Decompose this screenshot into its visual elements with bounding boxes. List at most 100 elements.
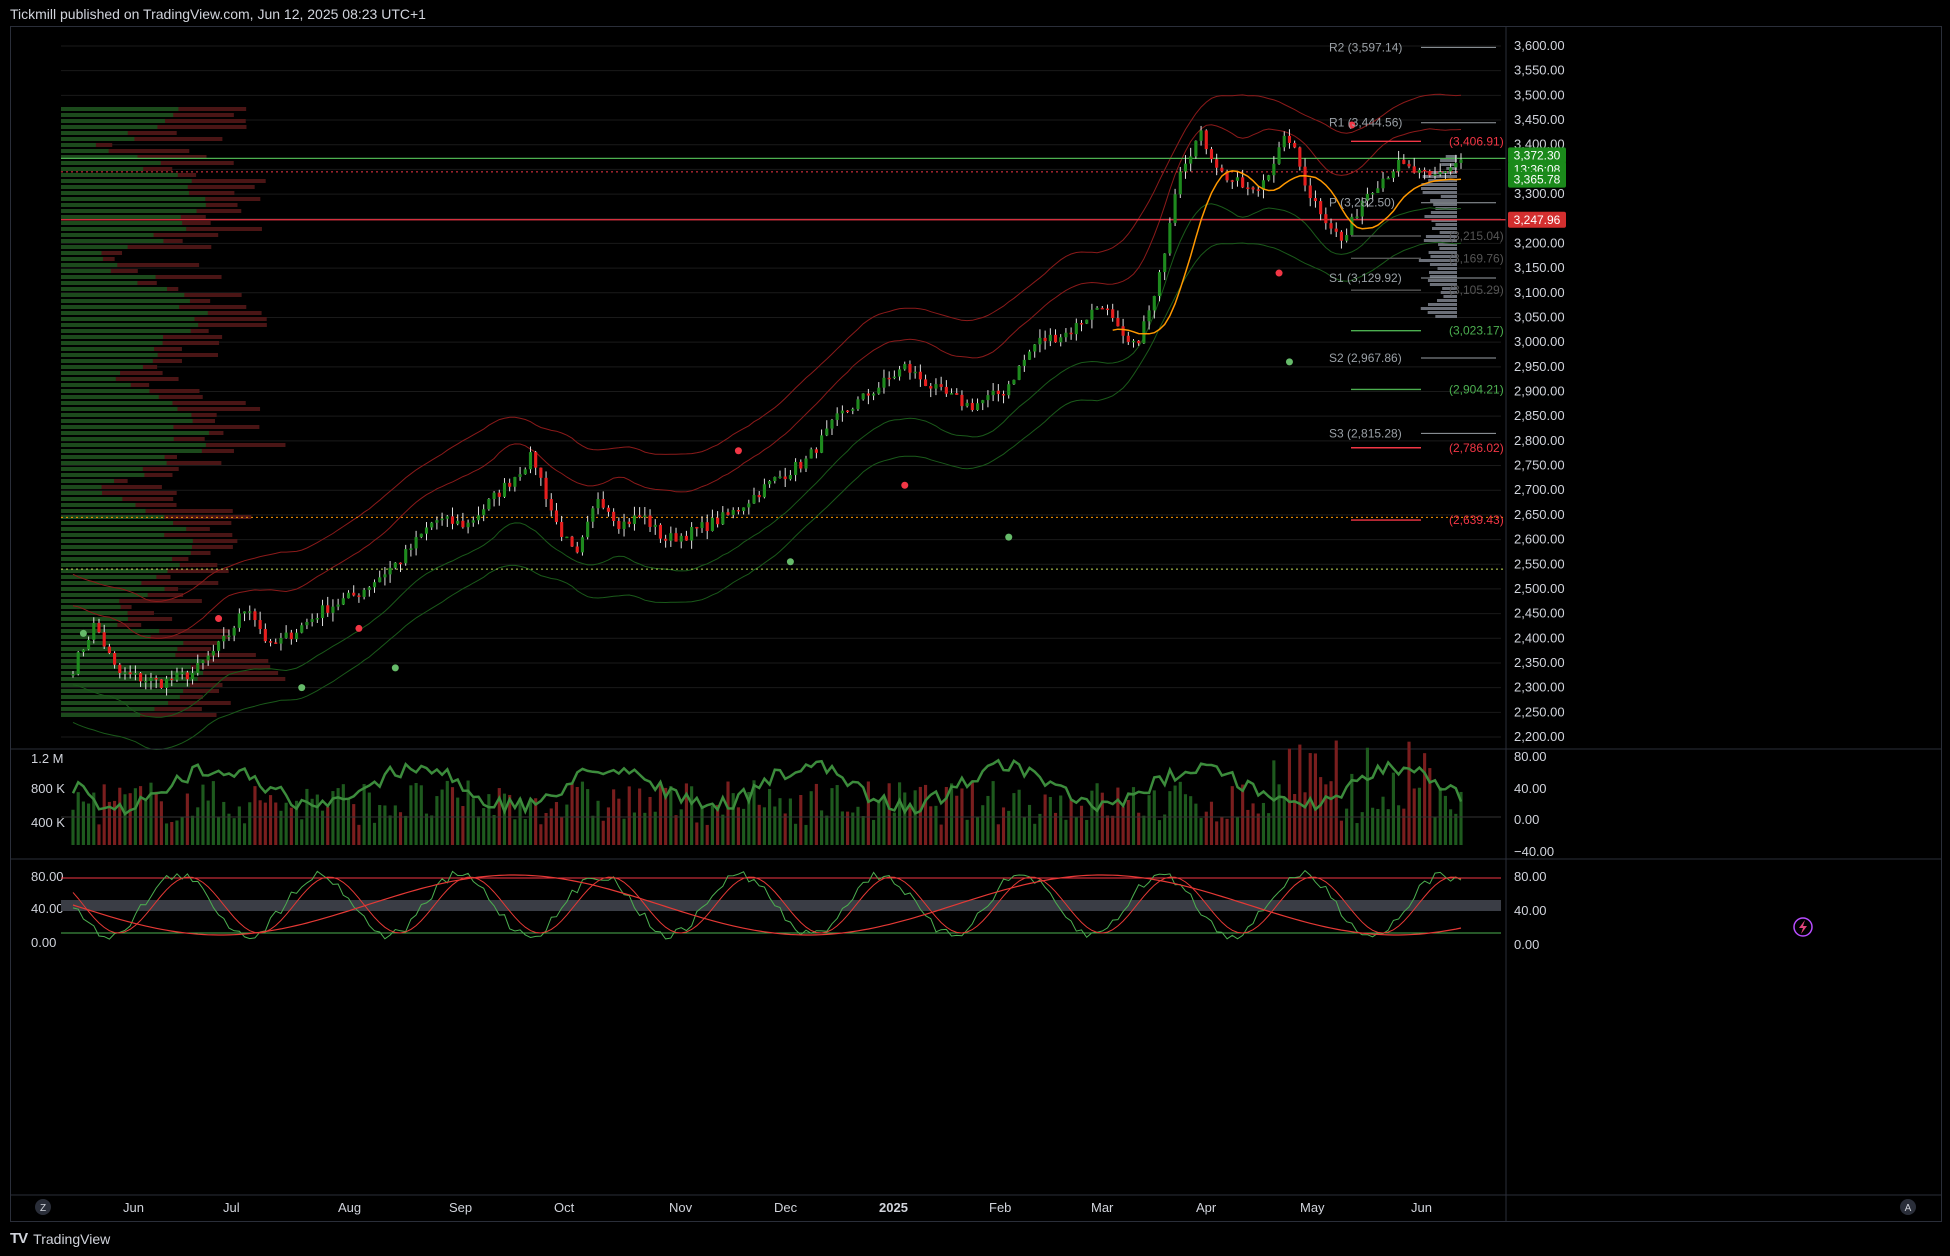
volume-bar [1069, 799, 1073, 845]
candle-body [232, 627, 236, 636]
volume-bar [1428, 768, 1432, 845]
volume-bar [975, 816, 980, 845]
volume-bar [939, 824, 943, 845]
candle-body [211, 650, 215, 656]
profile-bar-buy [61, 659, 205, 663]
volume-bar [1027, 804, 1032, 845]
volume-bar [211, 781, 215, 845]
volume-bar [1282, 797, 1286, 845]
profile-bar-buy [61, 389, 150, 393]
volume-bar [300, 819, 304, 845]
profile-bar-buy [61, 413, 192, 417]
volume-bar [820, 810, 824, 845]
volume-bar [523, 818, 527, 845]
volume-bar [1147, 795, 1151, 845]
profile-bar-buy [61, 107, 179, 111]
profile-bar-buy [61, 617, 128, 621]
chart-canvas[interactable]: R2 (3,597.14) R1 (3,444.56) P (3,282.50) S1… [11, 27, 1941, 1221]
volume-tick-label: 800 K [31, 781, 65, 796]
candle-body [346, 592, 351, 599]
profile-bar-buy [61, 293, 185, 297]
volume-bar [206, 800, 210, 845]
candle-body [1121, 326, 1125, 336]
profile-bar-buy [61, 359, 153, 363]
candle-body [341, 598, 345, 605]
auto-scale-button[interactable]: A [1900, 1199, 1916, 1215]
session-profile-bar [1423, 239, 1457, 242]
time-tick-label: Jul [223, 1200, 240, 1215]
price-tick-label: 2,350.00 [1514, 655, 1565, 670]
volume-bar [965, 819, 969, 845]
session-profile-bar [1428, 271, 1457, 274]
tradingview-logo-icon: TV [10, 1230, 28, 1247]
stochastic-pane[interactable]: 80.00 40.00 0.00 80.00 40.00 0.00 [31, 869, 1547, 952]
candle-body [76, 652, 80, 675]
volume-bar [653, 811, 657, 845]
candle-body [492, 492, 496, 500]
volume-bar [617, 798, 621, 845]
price-tick-label: 3,600.00 [1514, 38, 1565, 53]
candle-body [367, 587, 371, 590]
profile-bar-sell [61, 377, 179, 381]
candle-body [783, 476, 787, 480]
signal-dot [79, 629, 87, 637]
lightning-icon[interactable] [1793, 917, 1813, 937]
profile-bar-buy [61, 215, 181, 219]
volume-bar [970, 780, 974, 845]
time-axis[interactable]: Jun Jul Aug Sep Oct Nov Dec 2025 Feb Mar Apr May Jun [123, 1200, 1432, 1215]
volume-bar [856, 806, 860, 845]
tradingview-footer[interactable]: TV TradingView [10, 1230, 110, 1247]
volume-bar [918, 786, 922, 845]
volume-bar [1022, 816, 1026, 845]
candle-body [383, 574, 387, 578]
signal-dot [734, 447, 742, 455]
volume-bar [341, 784, 345, 845]
volume-bar [1209, 801, 1214, 845]
profile-bar-sell [61, 485, 162, 489]
profile-bar-buy [61, 551, 191, 555]
profile-bar-buy [61, 401, 173, 405]
candle-body [996, 390, 1000, 395]
zoom-button[interactable]: Z [35, 1199, 51, 1215]
volume-bar [949, 783, 954, 845]
volume-pane[interactable]: 1.2 M 800 K 400 K 80.00 40.00 0.00 −40.00 [31, 740, 1554, 859]
volume-bar [1168, 791, 1172, 845]
candle-body [1215, 159, 1219, 168]
profile-bar-sell [61, 263, 200, 267]
candle-body [892, 376, 896, 379]
volume-bar [159, 801, 163, 845]
volume-bar [929, 806, 933, 845]
candle-body [1059, 337, 1063, 343]
volume-bar [107, 801, 111, 845]
time-tick-label: Jun [1411, 1200, 1432, 1215]
candle-body [113, 653, 117, 665]
session-profile-bar [1427, 311, 1457, 314]
volume-bar [1407, 741, 1411, 845]
volume-bar [955, 795, 959, 845]
profile-bar-buy [61, 311, 208, 315]
profile-bar-buy [61, 131, 128, 135]
session-profile-bar [1421, 183, 1457, 186]
candle-body [123, 672, 127, 674]
time-tick-label: Dec [774, 1200, 798, 1215]
volume-bar [1064, 819, 1068, 845]
volume-bar [1189, 796, 1193, 845]
candle-body [664, 538, 668, 541]
volume-bar [580, 781, 585, 845]
signal-dot [1275, 269, 1283, 277]
volume-bar [1251, 803, 1255, 845]
candle-body [840, 410, 844, 414]
time-tick-label: Mar [1091, 1200, 1114, 1215]
profile-bar-buy [61, 329, 191, 333]
profile-bar-buy [61, 371, 121, 375]
volume-bar [1423, 753, 1427, 845]
profile-bar-buy [61, 491, 103, 495]
candle-body [279, 637, 283, 644]
candle-body [289, 632, 293, 640]
candle-body [1053, 334, 1058, 343]
candle-body [1157, 272, 1162, 296]
candle-body [284, 632, 288, 638]
candle-body [1147, 310, 1151, 322]
volume-bar [1397, 805, 1401, 845]
candle-body [1376, 188, 1380, 194]
